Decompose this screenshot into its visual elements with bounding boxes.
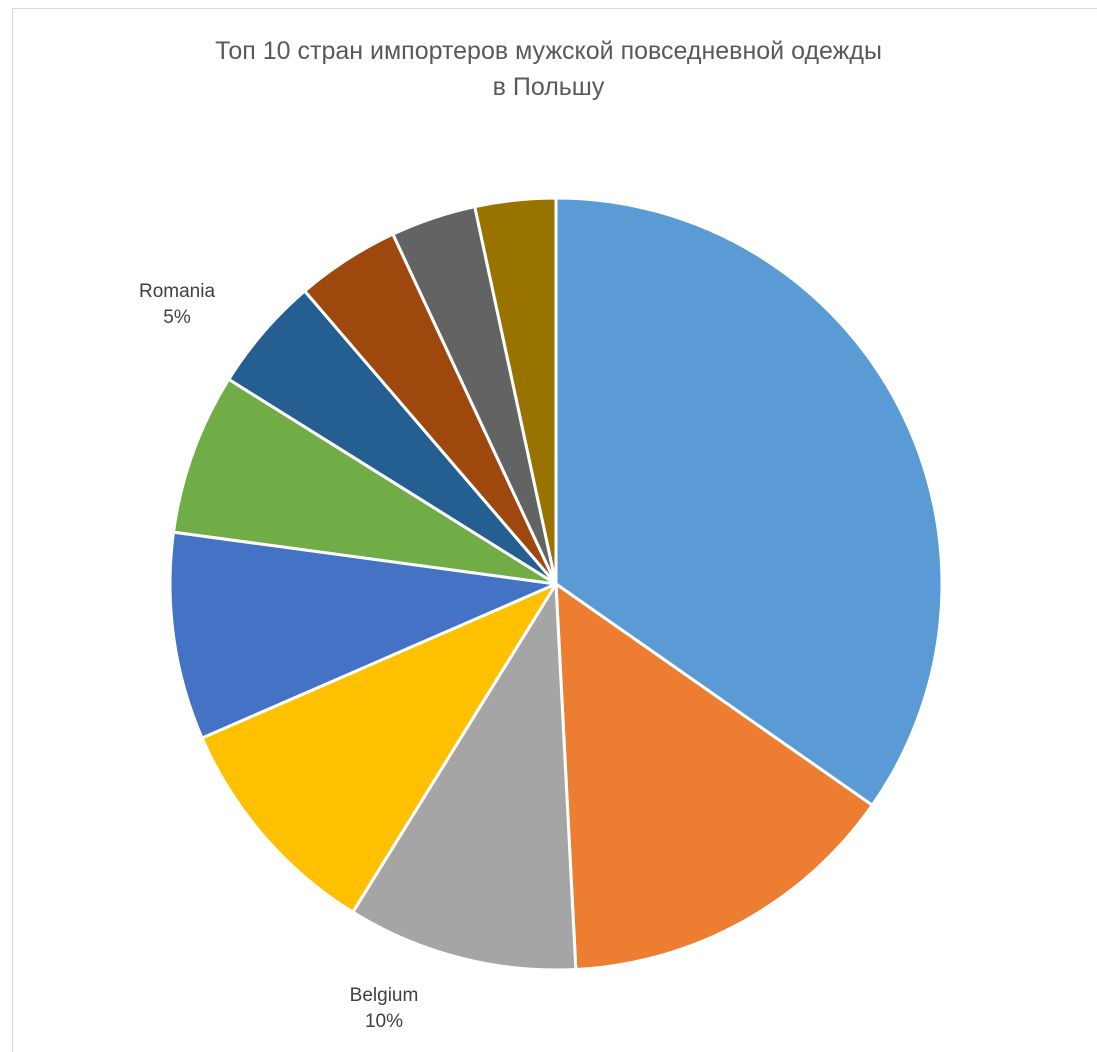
pie-slice-10: [473, 196, 558, 586]
chart-area: [12, 8, 1097, 1052]
pie-slice-2: [554, 582, 874, 971]
data-label-romania-name: Romania: [139, 281, 215, 302]
chart-title-line2: в Польшу: [492, 73, 605, 101]
chart-title-line1: Топ 10 стран импортеров мужской повседне…: [215, 37, 882, 65]
pie-slice-3: [351, 582, 578, 972]
data-label-romania-pct: 5%: [163, 307, 191, 328]
pie-slice-1: [554, 196, 944, 807]
data-label-belgium-pct: 10%: [365, 1011, 403, 1032]
data-label-belgium-name: Belgium: [350, 985, 419, 1006]
pie-slice-4: [200, 582, 558, 914]
pie-slice-6: [172, 377, 558, 586]
pie-slice-5: [168, 530, 558, 740]
